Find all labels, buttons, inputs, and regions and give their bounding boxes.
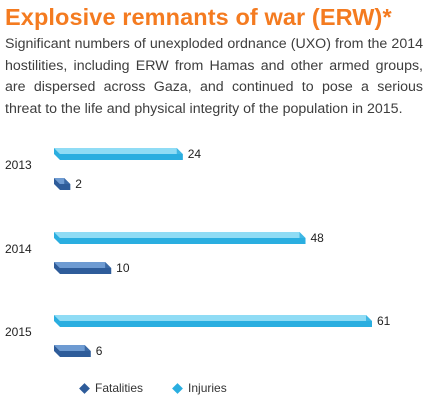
legend-label-injuries: Injuries	[188, 381, 227, 395]
injuries-swatch-icon	[172, 382, 183, 394]
injuries-bar-2014	[54, 232, 306, 244]
fatalities-bar-2015	[54, 345, 91, 357]
category-label-2014: 2014	[5, 242, 32, 256]
intro-paragraph: Significant numbers of unexploded ordnan…	[5, 36, 423, 117]
bar-chart: 2013 24 2 2014 48 10 2015 61 6	[5, 147, 391, 358]
category-label-2015: 2015	[5, 325, 32, 339]
fatalities-bar-2013-label: 2	[75, 177, 82, 191]
fatalities-swatch-icon	[79, 382, 90, 394]
legend-label-fatalities: Fatalities	[95, 381, 144, 395]
fatalities-bar-2014-label: 10	[116, 261, 130, 275]
legend-item-injuries: Injuries	[172, 381, 227, 395]
injuries-bar-2013	[54, 148, 183, 160]
injuries-bar-2013-label: 24	[188, 147, 202, 161]
fatalities-bar-2015-label: 6	[96, 344, 103, 358]
injuries-bar-2015-label: 61	[377, 314, 391, 328]
injuries-bar-2015	[54, 315, 372, 327]
injuries-bar-2014-label: 48	[311, 231, 325, 245]
fatalities-bar-2014	[54, 262, 112, 274]
chart-legend: Fatalities Injuries	[79, 380, 257, 396]
chart-title: Explosive remnants of war (ERW)*	[5, 4, 392, 30]
fatalities-bar-2013	[54, 178, 71, 190]
legend-item-fatalities: Fatalities	[79, 381, 144, 395]
category-label-2013: 2013	[5, 158, 32, 172]
